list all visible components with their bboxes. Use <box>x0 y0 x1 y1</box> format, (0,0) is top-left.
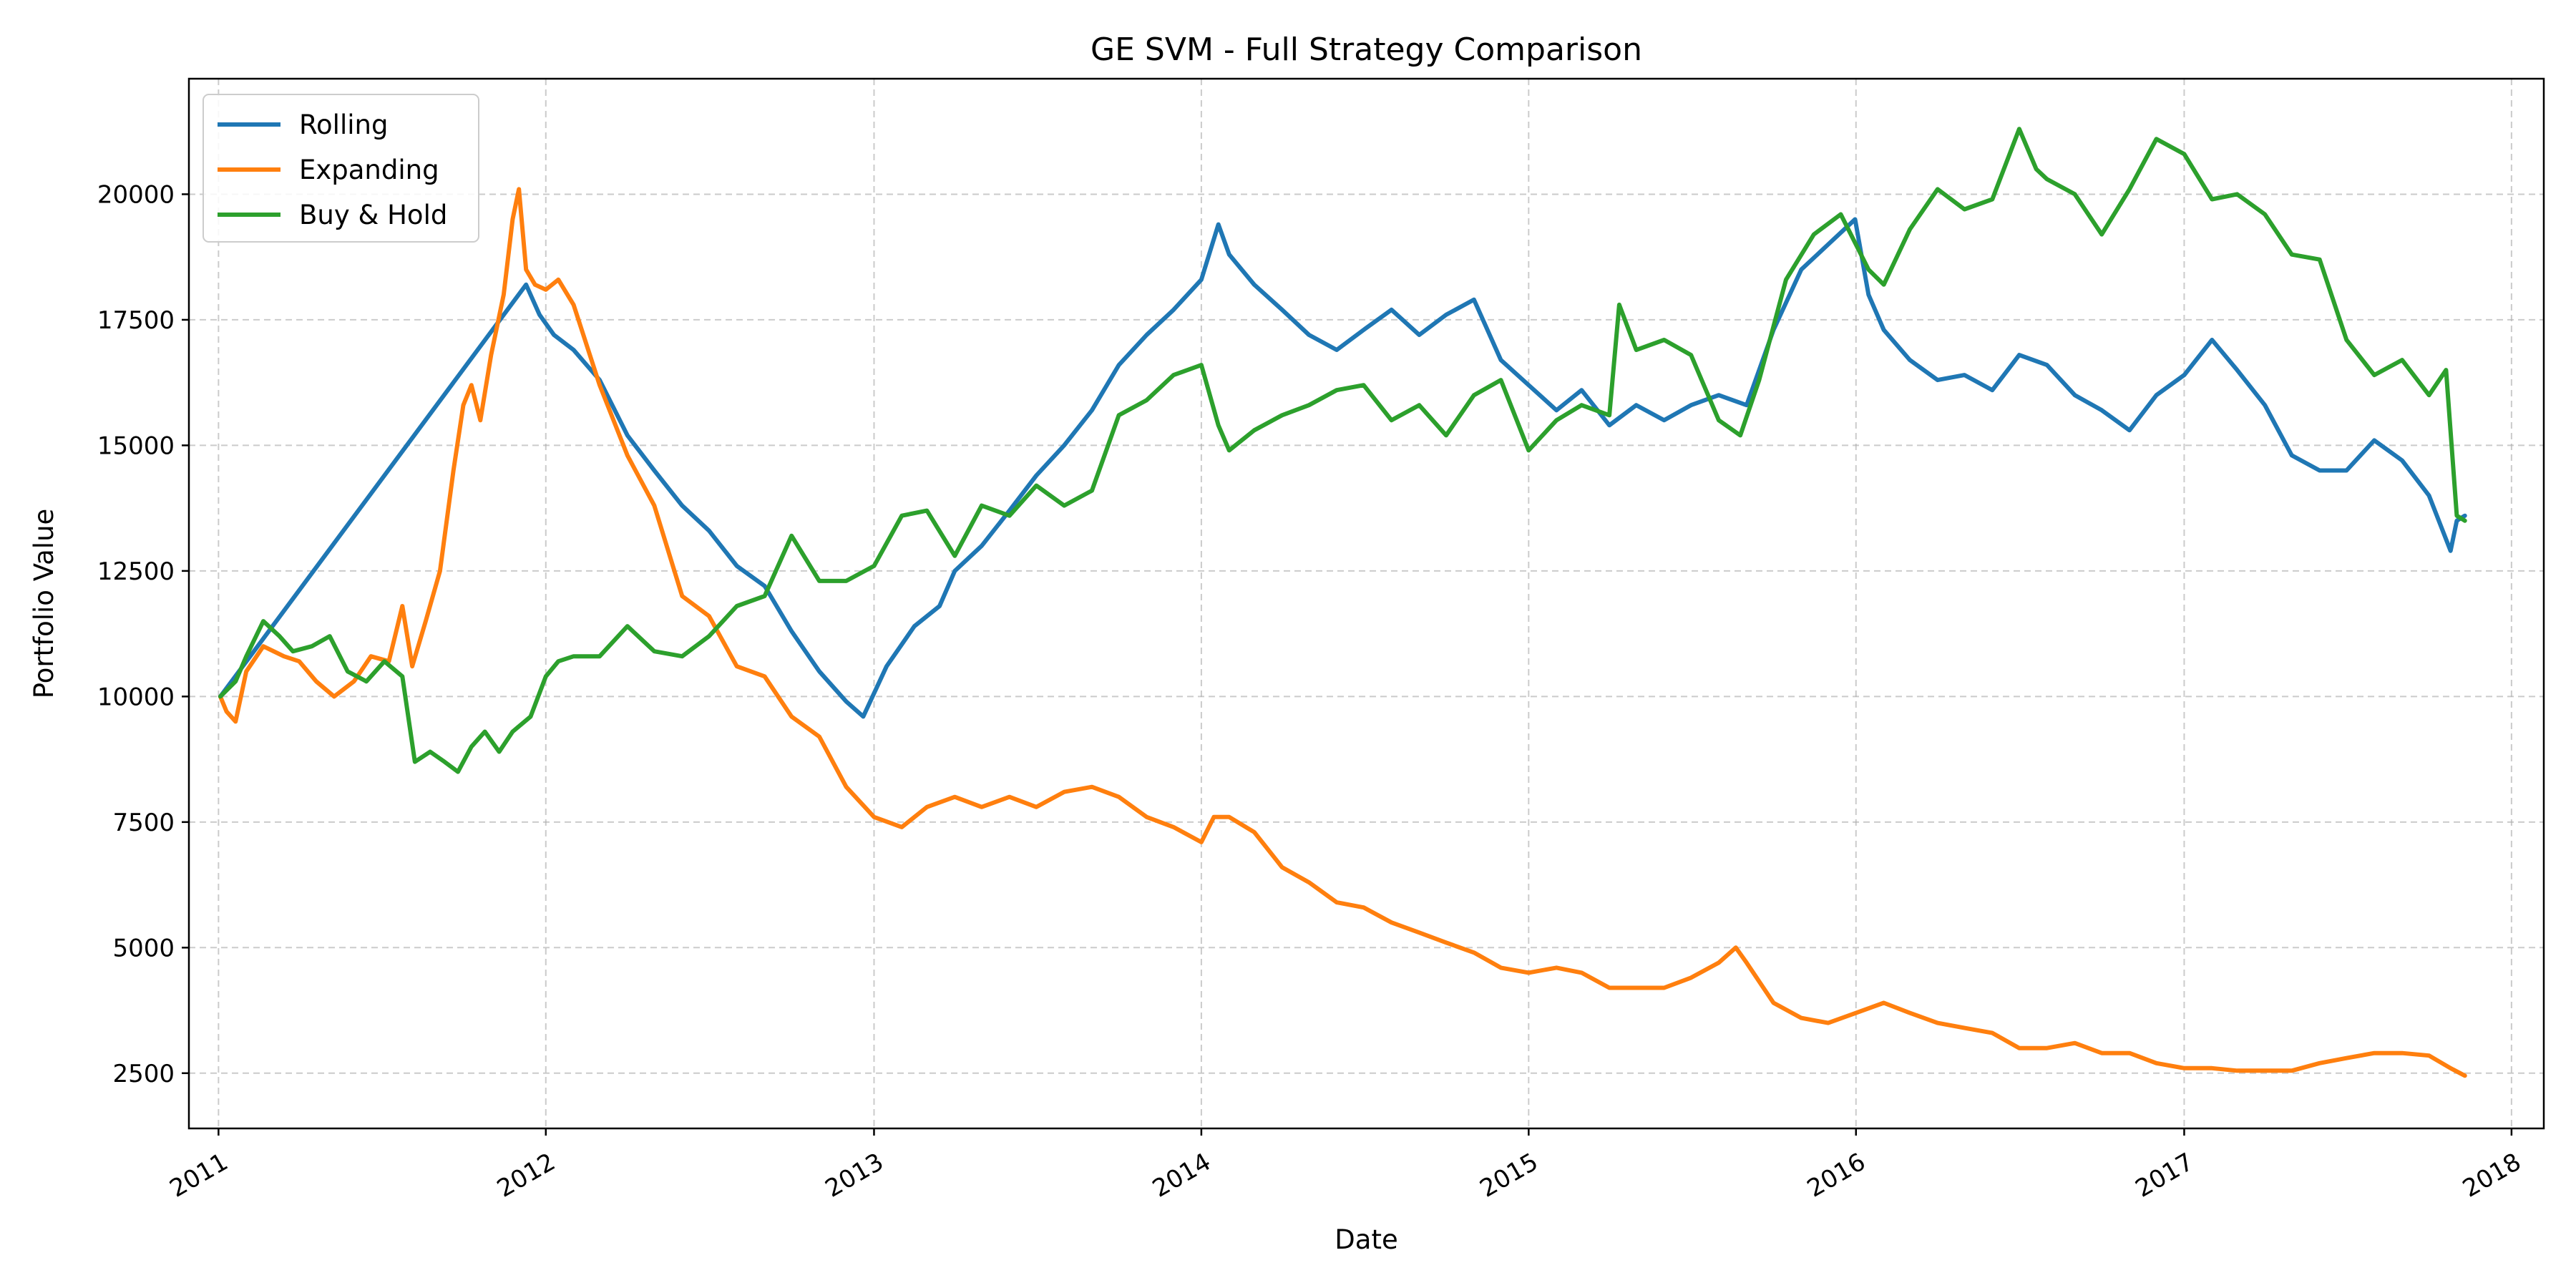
legend-label: Buy & Hold <box>299 200 447 230</box>
y-tick-label: 2500 <box>112 1060 175 1088</box>
y-tick-label: 20000 <box>97 180 175 209</box>
series-lines <box>218 127 2467 1078</box>
y-tick-label: 17500 <box>97 306 175 335</box>
series-line-buy-hold <box>218 127 2467 774</box>
y-tick-label: 10000 <box>97 683 175 711</box>
series-line-expanding <box>218 187 2467 1078</box>
legend-box <box>203 94 479 243</box>
legend: Rolling Expanding Buy & Hold <box>203 94 479 243</box>
y-tick-label: 12500 <box>97 557 175 586</box>
grid <box>189 79 2544 1128</box>
x-axis-title: Date <box>1335 1224 1397 1255</box>
plot-frame <box>187 77 2545 1130</box>
legend-label: Expanding <box>299 155 439 185</box>
legend-label: Rolling <box>299 109 388 140</box>
y-tick-label: 7500 <box>112 809 175 837</box>
chart-title: GE SVM - Full Strategy Comparison <box>1091 31 1642 68</box>
y-tick-label: 5000 <box>112 934 175 962</box>
y-axis-title: Portfolio Value <box>29 509 59 699</box>
y-tick-label: 15000 <box>97 431 175 460</box>
series-line-rolling <box>218 217 2467 719</box>
